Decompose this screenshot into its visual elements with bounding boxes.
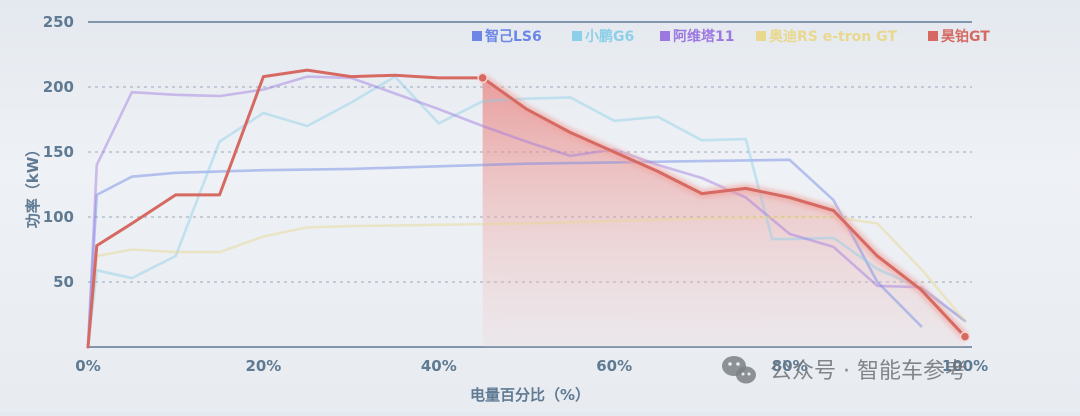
y-tick-label: 250 bbox=[43, 13, 74, 31]
watermark-text: 公众号 · 智能车参考 bbox=[770, 359, 967, 384]
series-marker bbox=[959, 331, 971, 342]
legend-label: 阿维塔11 bbox=[673, 28, 734, 45]
x-tick-label: 20% bbox=[245, 357, 281, 375]
x-axis-title: 电量百分比（%） bbox=[470, 386, 590, 404]
x-tick-label: 60% bbox=[596, 357, 632, 375]
legend-item: 小鹏G6 bbox=[572, 28, 634, 45]
legend-item: 阿维塔11 bbox=[660, 28, 734, 45]
y-tick-label: 100 bbox=[43, 208, 74, 226]
legend-swatch bbox=[472, 31, 482, 41]
legend-label: 小鹏G6 bbox=[585, 28, 634, 45]
series-marker bbox=[477, 72, 488, 84]
legend-label: 奥迪RS e-tron GT bbox=[769, 28, 897, 45]
x-tick-label: 40% bbox=[421, 357, 457, 375]
x-tick-label: 80% bbox=[772, 357, 808, 375]
highlight-layer bbox=[482, 77, 965, 348]
series-line bbox=[86, 68, 967, 349]
legend-item: 智己LS6 bbox=[472, 28, 542, 45]
series-line bbox=[86, 215, 967, 349]
legend-label: 智己LS6 bbox=[484, 28, 542, 45]
y-tick-label: 50 bbox=[53, 273, 74, 291]
legend-swatch bbox=[756, 31, 766, 41]
legend-swatch bbox=[928, 31, 938, 41]
legend: 智己LS6 小鹏G6 阿维塔11 奥迪RS e-tron GT 昊铂GT bbox=[472, 28, 990, 45]
highlight-area bbox=[482, 77, 965, 348]
series-line bbox=[86, 158, 923, 349]
x-tick-label: 0% bbox=[75, 357, 100, 375]
y-axis-title: 功率（kW） bbox=[24, 142, 42, 229]
watermark: 公众号 · 智能车参考 bbox=[722, 356, 967, 384]
wechat-icon bbox=[722, 356, 756, 384]
legend-swatch bbox=[572, 31, 582, 41]
legend-item: 奥迪RS e-tron GT bbox=[756, 28, 897, 45]
ticks-layer: 50 100 150 200 250 0% 20% 40% 60% 80% 100% bbox=[43, 13, 988, 375]
legend-label: 昊铂GT bbox=[941, 28, 990, 45]
legend-item: 昊铂GT bbox=[928, 28, 990, 45]
y-tick-label: 150 bbox=[43, 143, 74, 161]
series-layer bbox=[86, 68, 971, 349]
legend-swatch bbox=[660, 31, 670, 41]
series-line bbox=[86, 75, 967, 349]
series-line bbox=[86, 75, 967, 349]
x-tick-label: 100% bbox=[942, 357, 988, 375]
y-tick-label: 200 bbox=[43, 78, 74, 96]
